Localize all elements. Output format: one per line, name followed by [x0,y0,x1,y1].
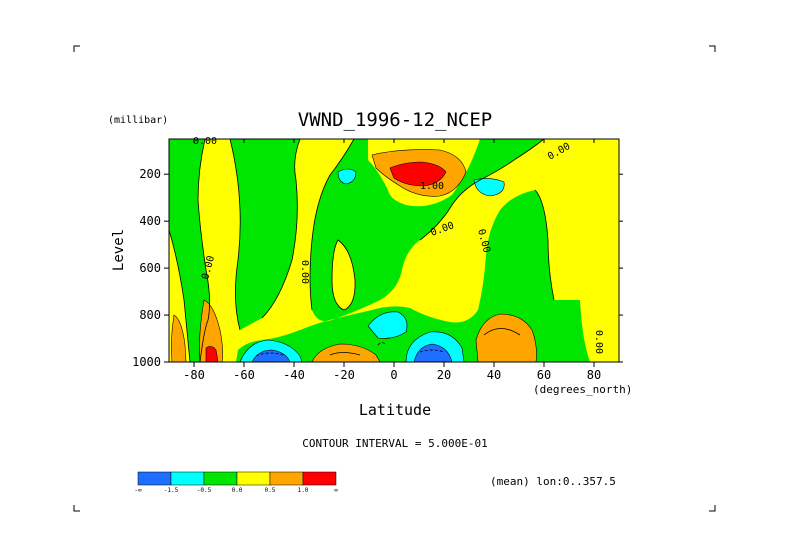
contour-label: 1.00 [420,181,444,192]
contour-lines [168,138,555,363]
corner-marks [73,45,716,512]
legend-swatch [170,471,205,486]
mean-note: (mean) lon:0..357.5 [490,475,616,488]
x-tick-label: 0 [390,368,397,382]
region-northpole-yellow [580,300,619,362]
x-tick-label: 60 [537,368,551,382]
legend-label: -∞ [134,487,142,494]
contour-label: 0.00 [193,136,217,147]
high-regions [171,149,537,363]
legend-swatch [302,471,337,486]
y-tick-label: 600 [139,261,161,275]
region-orange-2 [199,299,223,363]
x-tick-label: -40 [283,368,305,382]
max-regions [205,161,447,363]
legend-swatch [137,471,172,486]
region-blue-2 [413,343,453,363]
plot-area: 0.00 0.00 0.00 0.00 1.00 0.00 0.00 0.00 [168,136,620,363]
region-orange-4 [475,313,537,363]
region-center-yellow [332,240,356,310]
y-tick-label: 800 [139,308,161,322]
legend-swatch [236,471,271,486]
region-main-yellow [198,139,619,362]
legend-label: ∞ [334,487,338,494]
legend-label: -1.5 [164,487,179,494]
x-axis-label: Latitude [359,401,431,419]
x-tick-label: 20 [437,368,451,382]
contour-label: 0.00 [299,260,310,284]
legend-label: 0.5 [265,487,276,494]
x-tick-label: -60 [233,368,255,382]
contour-label: 0.00 [593,330,604,354]
y-tick-label: 400 [139,214,161,228]
y-unit-label: (millibar) [108,115,168,126]
color-legend: -∞ -1.5 -0.5 0.0 0.5 1.0 ∞ [134,471,338,494]
x-tick-label: -20 [333,368,355,382]
legend-label: 1.0 [298,487,309,494]
region-red-jet [389,161,447,187]
y-tick-label: 1000 [132,355,161,369]
legend-label: 0.0 [232,487,243,494]
chart-title: VWND_1996-12_NCEP [298,109,492,131]
legend-label: -0.5 [197,487,212,494]
x-tick-label: 80 [587,368,601,382]
y-tick-label: 200 [139,167,161,181]
region-orange-3 [311,343,381,363]
min-regions [251,343,453,363]
region-cyan-3 [367,311,408,339]
x-tick-label: -80 [183,368,205,382]
legend-swatch [203,471,238,486]
x-unit-label: (degrees_north) [533,383,632,396]
x-tick-label: 40 [487,368,501,382]
legend-swatch [269,471,304,486]
x-axis: -80 -60 -40 -20 0 20 40 60 80 [183,139,601,382]
region-red-south [205,346,219,363]
contour-interval: CONTOUR INTERVAL = 5.000E-01 [302,437,487,450]
y-axis-label: Level [111,229,127,271]
region-cyan-1 [337,168,357,185]
region-cyan-2 [473,178,505,197]
y-axis: 200 400 600 800 1000 [132,167,623,369]
